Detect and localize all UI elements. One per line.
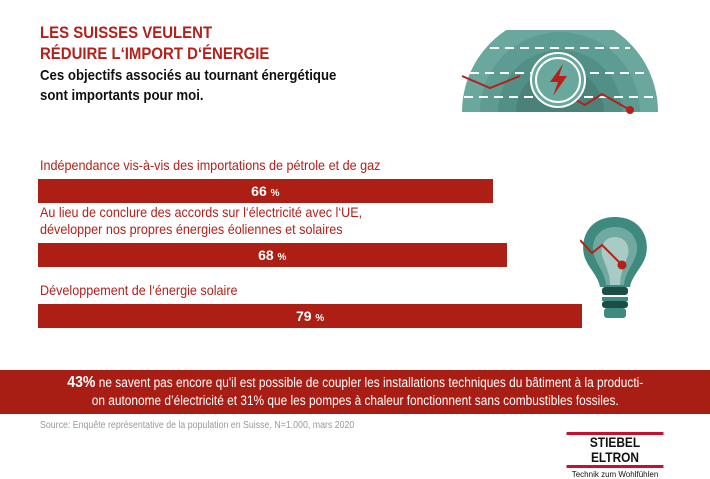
bar: 66 % xyxy=(38,179,493,203)
note-highlight: 43% xyxy=(67,374,96,391)
category-label: Indépendance vis-à-vis des importations … xyxy=(40,157,381,173)
data-label: 66 % xyxy=(251,183,280,199)
category-label: Au lieu de conclure des accords sur l‘él… xyxy=(40,204,363,237)
stiebel-eltron-logo: STIEBEL ELTRON Technik zum Wohlfühlen xyxy=(558,432,672,479)
lightbulb-illustration xyxy=(580,217,647,318)
note-band: 43% ne savent pas encore qu'il est possi… xyxy=(0,370,710,414)
page-title: LES SUISSES VEULENT RÉDUIRE L‘IMPORT D‘ÉN… xyxy=(40,23,270,63)
bar: 68 % xyxy=(38,243,507,267)
energy-gauge-illustration xyxy=(461,30,658,114)
source-text: Source: Enquête représentative de la pop… xyxy=(40,420,355,431)
bar: 79 % xyxy=(38,304,583,328)
data-label: 68 % xyxy=(258,247,287,263)
lightning-icon xyxy=(550,64,567,96)
data-label: 79 % xyxy=(295,308,325,324)
category-label: Développement de l‘énergie solaire xyxy=(40,282,238,298)
page-subtitle: Ces objectifs associés au tournant énerg… xyxy=(40,67,337,104)
